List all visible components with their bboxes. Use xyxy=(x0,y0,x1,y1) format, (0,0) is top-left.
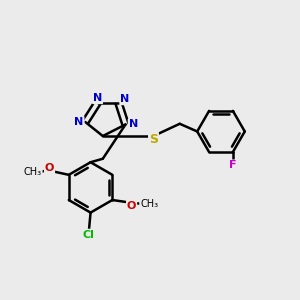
Text: Cl: Cl xyxy=(83,230,95,240)
Text: O: O xyxy=(45,163,54,173)
Text: CH₃: CH₃ xyxy=(140,199,158,209)
Text: N: N xyxy=(120,94,129,104)
Text: O: O xyxy=(127,201,136,211)
Text: N: N xyxy=(74,117,84,127)
Text: N: N xyxy=(129,119,138,130)
Text: S: S xyxy=(149,133,158,146)
Text: N: N xyxy=(93,93,102,103)
Text: CH₃: CH₃ xyxy=(24,167,42,177)
Text: F: F xyxy=(229,160,237,170)
